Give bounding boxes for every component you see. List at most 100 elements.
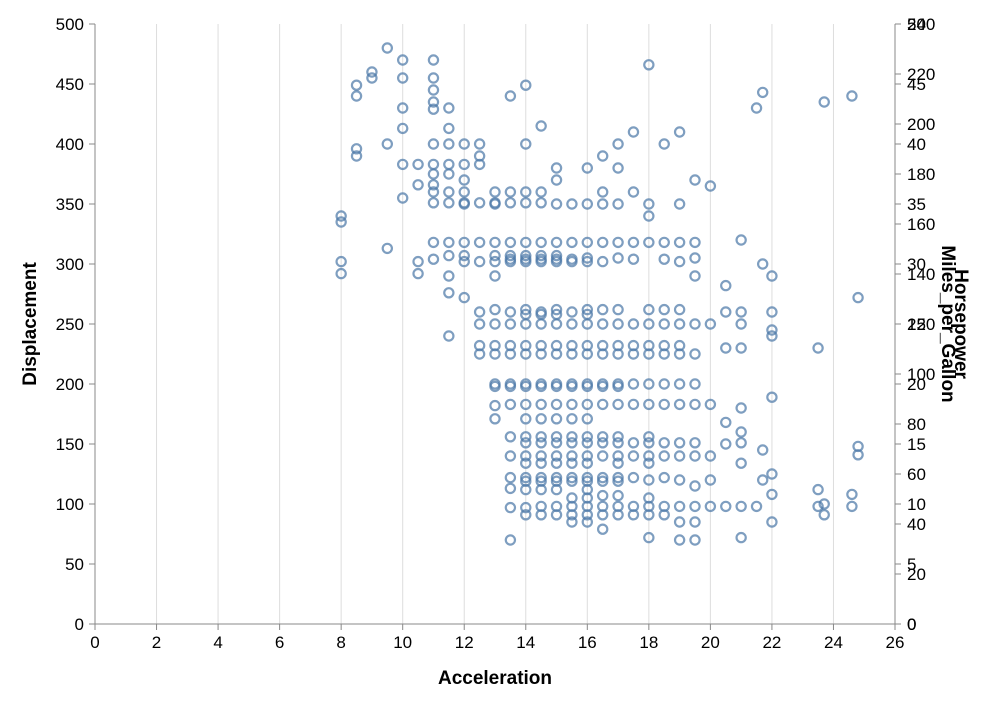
data-point (458, 174, 470, 186)
x-tick-label: 10 (393, 633, 412, 652)
data-point (596, 450, 609, 462)
data-point (535, 450, 547, 462)
x-tick-label: 26 (886, 633, 905, 652)
y2-axis-title-mpg: Miles_per_Gallon (937, 245, 958, 402)
data-point (581, 303, 594, 316)
y2-mpg-tick-label: 45 (907, 75, 926, 94)
data-point (673, 516, 686, 528)
data-point (846, 90, 858, 102)
data-point (366, 72, 378, 84)
data-point (704, 318, 717, 330)
y2-mpg-tick-label: 25 (907, 315, 926, 334)
data-point (504, 534, 517, 546)
data-point (581, 398, 594, 411)
data-point (756, 474, 769, 486)
data-point (520, 138, 532, 150)
data-point (735, 318, 747, 330)
data-point (673, 474, 686, 486)
data-point (396, 72, 409, 84)
y-tick-label: 300 (56, 255, 84, 274)
data-point (520, 431, 532, 443)
data-point (658, 378, 670, 390)
data-point (735, 500, 747, 513)
data-point (550, 303, 563, 316)
y2-horsepower-tick-label: 60 (907, 465, 926, 484)
data-point (535, 457, 547, 469)
data-point (443, 168, 455, 180)
data-point (458, 186, 470, 198)
data-point (520, 398, 532, 411)
data-point (520, 318, 532, 330)
y-tick-label: 150 (56, 435, 84, 454)
data-point (673, 236, 686, 249)
data-point (643, 531, 655, 544)
data-point (504, 306, 517, 318)
data-point (520, 501, 532, 514)
data-point (504, 236, 517, 249)
data-point (596, 348, 609, 360)
data-point (473, 197, 486, 209)
data-point (566, 380, 578, 393)
data-point (566, 348, 578, 360)
data-point (381, 42, 394, 54)
data-point (812, 500, 824, 513)
data-point (535, 431, 547, 443)
data-point (473, 158, 486, 171)
data-point (735, 402, 747, 414)
data-point (550, 450, 563, 462)
data-point (689, 516, 701, 528)
data-point (812, 342, 824, 354)
x-tick-label: 6 (275, 633, 284, 652)
data-point (535, 509, 547, 521)
data-point (673, 318, 686, 330)
y2-mpg-tick-label: 30 (907, 255, 926, 274)
data-point (335, 255, 347, 268)
data-point (689, 252, 701, 264)
y2-mpg-tick-label: 15 (907, 435, 926, 454)
data-point (596, 509, 609, 521)
y-tick-label: 50 (65, 555, 84, 574)
data-point (566, 198, 578, 210)
data-point (550, 509, 563, 521)
data-point (350, 150, 363, 162)
data-point (443, 122, 455, 135)
data-point (596, 523, 609, 535)
data-point (581, 162, 594, 174)
data-point (596, 489, 609, 502)
data-point (535, 255, 547, 268)
data-point (612, 380, 624, 393)
data-point (750, 500, 763, 513)
data-point (550, 413, 563, 425)
data-point (458, 138, 470, 150)
x-tick-label: 12 (455, 633, 474, 652)
data-point (473, 255, 486, 268)
data-point (412, 255, 424, 268)
data-point (596, 303, 609, 316)
data-point (581, 413, 594, 425)
data-point (658, 138, 670, 150)
data-point (550, 162, 563, 174)
data-point (596, 150, 609, 162)
data-point (427, 96, 440, 108)
data-point (627, 253, 640, 265)
data-point (458, 158, 470, 171)
data-point (335, 267, 347, 280)
data-point (489, 198, 501, 210)
data-point (535, 483, 547, 496)
data-point (396, 102, 409, 114)
data-point (704, 500, 717, 513)
data-point (643, 474, 655, 486)
data-point (489, 255, 501, 268)
data-point (566, 306, 578, 318)
data-point (627, 236, 640, 249)
data-point (427, 179, 440, 191)
data-point (658, 437, 670, 449)
data-point (443, 197, 455, 209)
data-points (335, 42, 864, 546)
data-point (443, 287, 455, 299)
data-point (596, 186, 609, 198)
data-point (735, 306, 747, 318)
data-point (520, 471, 532, 484)
data-point (766, 270, 778, 282)
